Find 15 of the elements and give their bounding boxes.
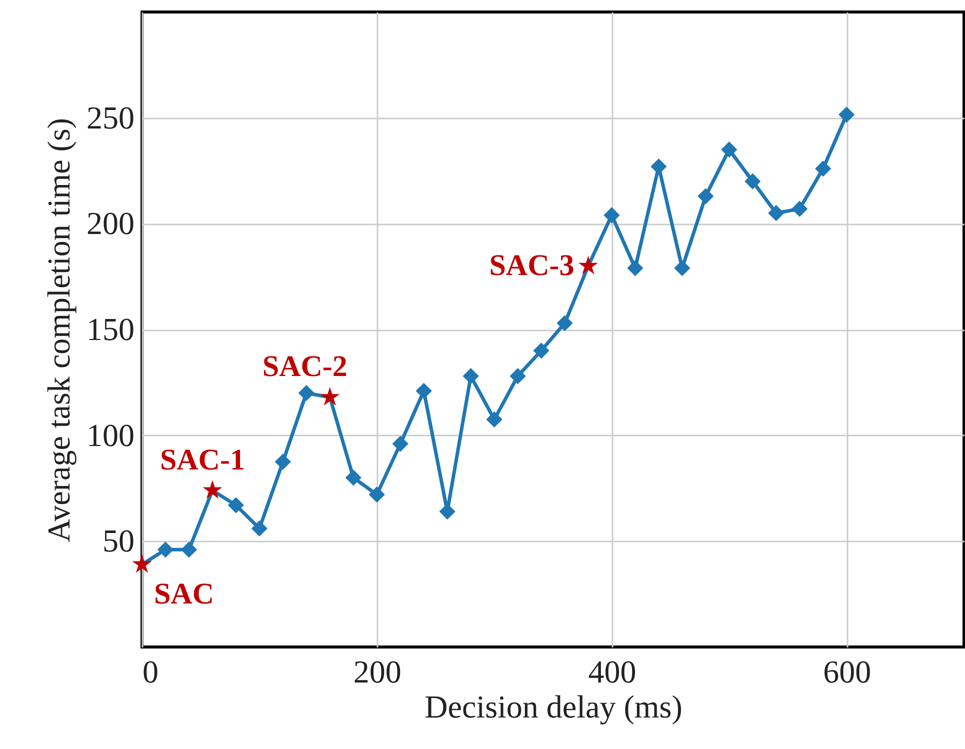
y-tick-label: 150 [86,311,134,347]
y-tick-label: 50 [102,522,134,559]
x-tick-label: 0 [142,654,158,690]
annotation: SAC-2 [262,350,348,384]
annotation: SAC-1 [160,443,245,476]
y-tick-label: 200 [86,205,134,242]
annotation: SAC-3 [489,249,574,282]
y-tick-label: 100 [86,416,134,453]
annotation: SAC [154,577,214,610]
y-axis-title: Average task completion time (s) [40,118,76,542]
x-tick-label: 200 [353,654,402,690]
x-tick-label: 600 [823,654,872,690]
y-tick-label: 250 [86,99,134,136]
x-axis-title: Decision delay (ms) [424,688,682,724]
x-tick-label: 400 [588,654,636,690]
